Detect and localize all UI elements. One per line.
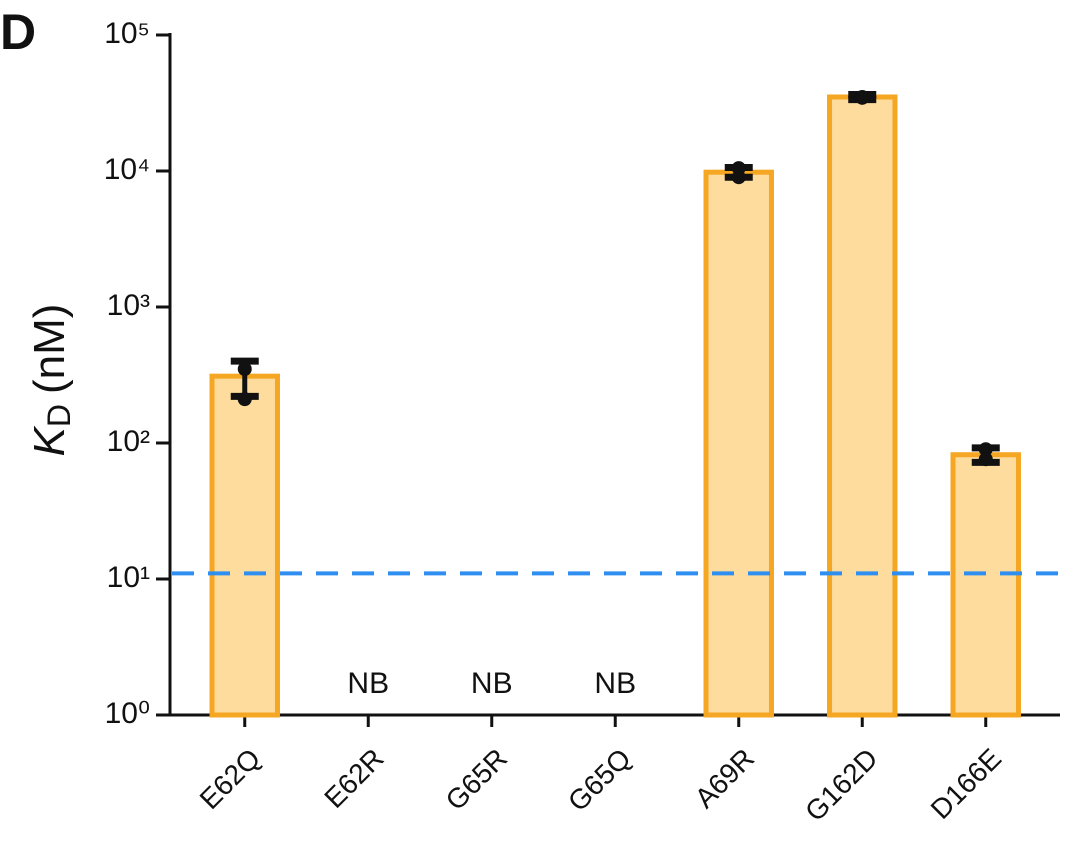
bar bbox=[827, 94, 898, 718]
y-tick-label: 10⁵ bbox=[104, 17, 150, 50]
replicate-point bbox=[237, 392, 252, 407]
y-tick-label: 10² bbox=[107, 425, 150, 458]
x-tick-label: G65Q bbox=[562, 743, 637, 818]
replicate-point bbox=[855, 90, 870, 105]
x-tick-label: E62R bbox=[318, 743, 389, 814]
x-tick-label: G162D bbox=[799, 743, 884, 828]
x-tick-label: A69R bbox=[689, 743, 760, 814]
y-tick-label: 10¹ bbox=[107, 561, 150, 594]
y-tick-label: 10⁰ bbox=[105, 697, 150, 730]
y-label-subscript: D bbox=[41, 404, 77, 427]
value-label: NB bbox=[594, 667, 636, 700]
y-label-symbol: K bbox=[25, 425, 74, 456]
value-label: NB bbox=[347, 667, 389, 700]
replicate-point bbox=[237, 362, 252, 377]
bar bbox=[950, 452, 1021, 718]
replicate-point bbox=[731, 170, 746, 185]
y-tick-label: 10⁴ bbox=[104, 153, 150, 186]
replicate-point bbox=[978, 442, 993, 457]
bar bbox=[703, 169, 774, 718]
x-tick-label: E62Q bbox=[194, 743, 267, 816]
panel-label: D bbox=[0, 4, 36, 60]
y-axis-label: KD (nM) bbox=[25, 304, 78, 457]
y-tick-label: 10³ bbox=[107, 289, 150, 322]
y-label-unit: (nM) bbox=[25, 304, 74, 394]
replicate-point bbox=[978, 452, 993, 467]
bar bbox=[209, 373, 280, 718]
x-tick-label: D166E bbox=[925, 743, 1007, 825]
value-label: NB bbox=[471, 667, 513, 700]
x-tick-label: G65R bbox=[440, 743, 514, 817]
